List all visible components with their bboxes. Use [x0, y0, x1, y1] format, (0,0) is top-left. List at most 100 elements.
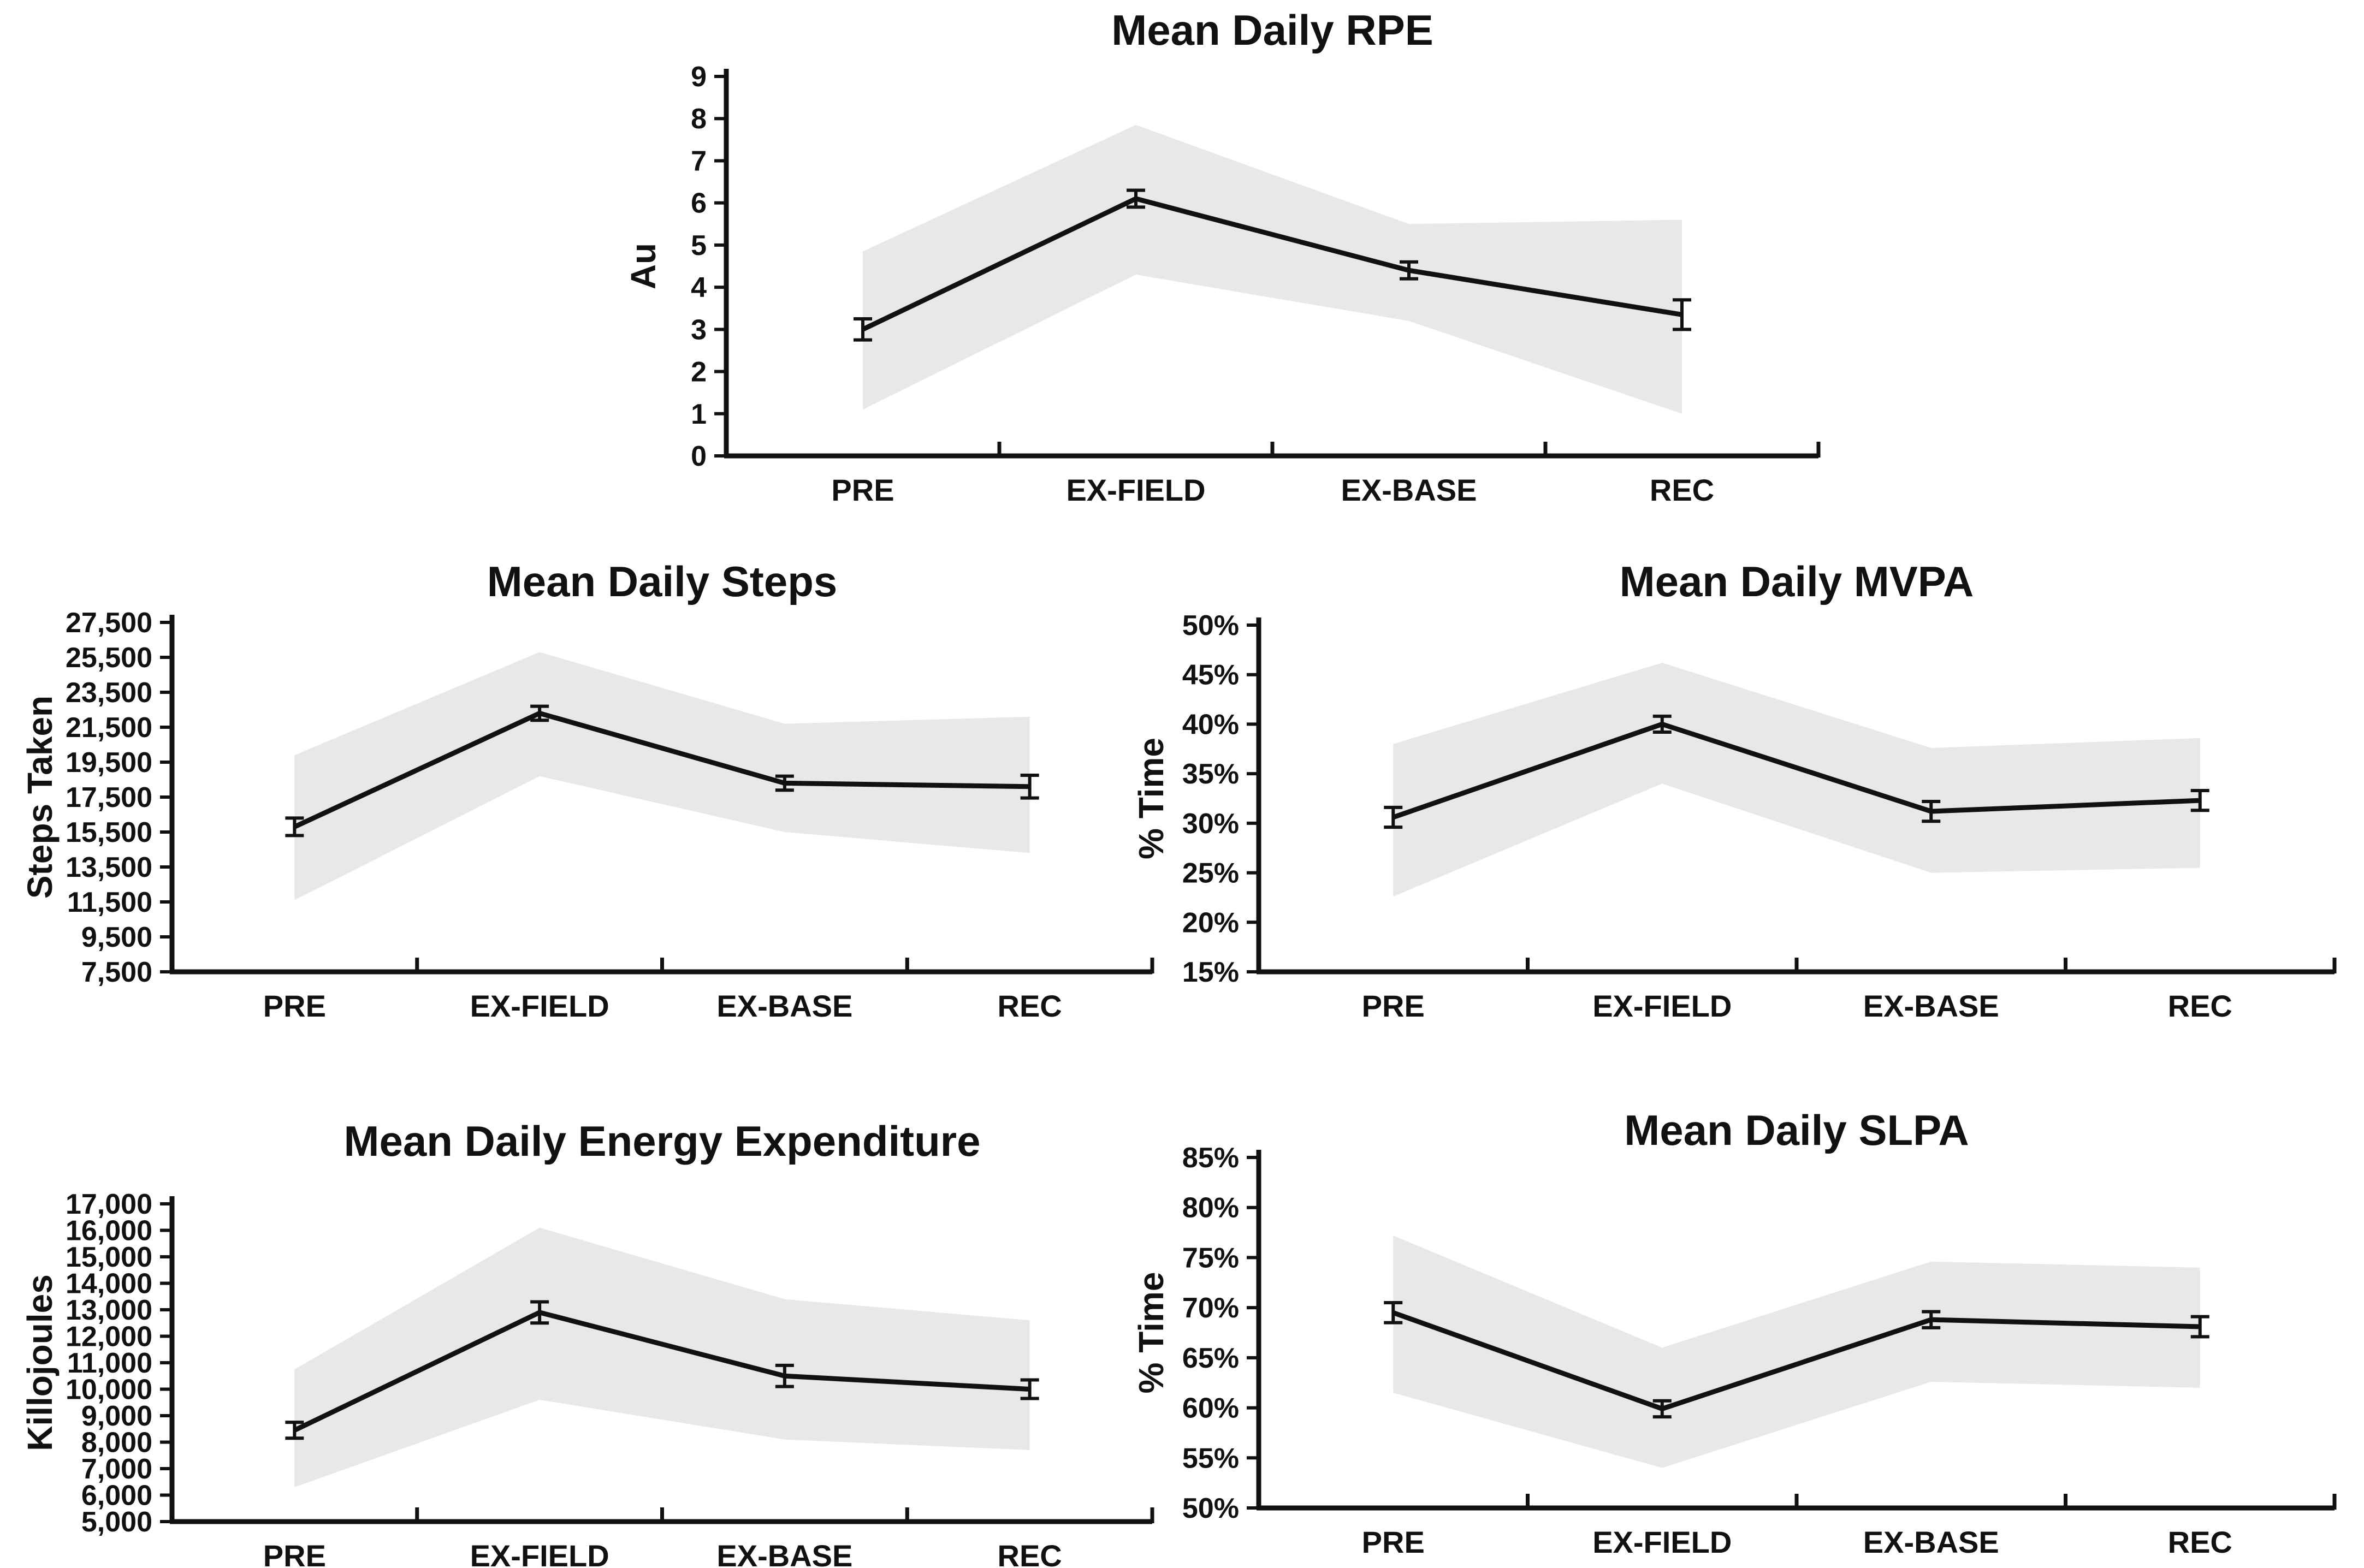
y-tick-label: 25,500 [66, 642, 152, 674]
y-tick-label: 60% [1182, 1393, 1239, 1424]
x-category-label: PRE [263, 1539, 326, 1568]
series-line [293, 710, 1030, 829]
y-tick-label: 30% [1182, 808, 1239, 840]
x-category-label: EX-FIELD [470, 989, 609, 1023]
y-tick-label: 9 [691, 61, 707, 93]
y-tick-label: 85% [1182, 1142, 1239, 1174]
y-tick-label: 55% [1182, 1442, 1239, 1474]
y-tick-label: 3 [691, 314, 707, 346]
x-category-label: REC [2168, 1525, 2232, 1559]
y-tick-label: 5 [691, 230, 707, 262]
x-category-label: PRE [1362, 1525, 1425, 1559]
y-tick-label: 16,000 [66, 1215, 152, 1247]
chart-mean-daily-mvpa: Mean Daily MVPA 15% 20% 25% 30% 35% 40% 45% 50%… [1130, 541, 2359, 1054]
x-category-label: EX-BASE [1341, 473, 1477, 507]
y-axis-title: % Time [1131, 1272, 1171, 1394]
y-tick-label: 1 [691, 399, 707, 430]
x-category-label: PRE [263, 989, 326, 1023]
y-tick-label: 25% [1182, 858, 1239, 889]
y-tick-label: 35% [1182, 758, 1239, 790]
confidence-band [1393, 662, 2200, 897]
x-category-label: EX-FIELD [1592, 1525, 1732, 1559]
x-category-label: REC [2168, 989, 2232, 1023]
series-line [862, 196, 1682, 332]
y-tick-label: 0 [691, 441, 707, 472]
chart-mean-daily-rpe: Mean Daily RPE 0 1 2 3 4 5 6 7 8 9 PRE EX-FIELD EX-B… [601, 0, 1835, 521]
chart-mean-daily-steps: Mean Daily Steps 7,500 9,500 11,500 13,500 1… [8, 541, 1177, 1054]
y-axis-title: Steps Taken [20, 696, 60, 899]
y-tick-label: 27,500 [66, 607, 152, 639]
y-tick-label: 8,000 [81, 1427, 152, 1459]
rpe-plot: 0 1 2 3 4 5 6 7 8 9 PRE EX-FIELD EX-BASE REC Au [624, 61, 1821, 507]
y-tick-label: 12,000 [66, 1321, 152, 1353]
x-category-label: PRE [831, 473, 894, 507]
y-tick-label: 15,500 [66, 817, 152, 848]
x-category-label: EX-FIELD [1066, 473, 1205, 507]
x-category-label: EX-BASE [1863, 1525, 1999, 1559]
y-tick-label: 17,000 [66, 1189, 152, 1220]
y-tick-label: 11,500 [67, 887, 152, 918]
chart-title: Mean Daily MVPA [1619, 557, 1974, 605]
y-tick-label: 21,500 [66, 712, 152, 744]
y-tick-label: 50% [1182, 610, 1239, 642]
y-tick-label: 15% [1182, 957, 1239, 988]
y-tick-label: 7,500 [81, 957, 152, 988]
steps-plot: 7,500 9,500 11,500 13,500 15,500 17,50019,500… [20, 607, 1154, 1023]
y-tick-label: 45% [1182, 660, 1239, 691]
series-line [1392, 1310, 2200, 1412]
y-tick-label: 19,500 [66, 747, 152, 779]
y-axis-title: % Time [1131, 738, 1171, 859]
y-tick-label: 70% [1182, 1292, 1239, 1324]
y-tick-label: 13,500 [66, 852, 152, 883]
chart-title: Mean Daily SLPA [1624, 1106, 1969, 1154]
x-category-label: EX-BASE [1863, 989, 1999, 1023]
y-tick-label: 11,000 [67, 1347, 152, 1379]
y-tick-label: 75% [1182, 1242, 1239, 1274]
y-tick-label: 7,000 [81, 1453, 152, 1485]
x-category-label: REC [998, 989, 1062, 1023]
x-category-label: REC [998, 1539, 1062, 1568]
chart-title: Mean Daily RPE [1111, 6, 1433, 54]
confidence-band [1393, 1236, 2200, 1468]
slpa-plot: 50% 55% 60% 65% 70% 75% 80% 85% PRE EX-FIELD EX-BA… [1131, 1142, 2337, 1559]
y-tick-label: 17,500 [66, 782, 152, 813]
chart-title: Mean Daily Steps [487, 557, 838, 605]
chart-mean-daily-energy-expenditure: Mean Daily Energy Expenditure 5,000 6,000… [8, 1062, 1177, 1568]
y-tick-label: 6 [691, 188, 707, 219]
series-line [293, 1310, 1030, 1433]
y-tick-label: 4 [691, 272, 707, 304]
y-tick-label: 40% [1182, 709, 1239, 740]
y-tick-label: 7 [691, 145, 707, 177]
x-category-label: REC [1650, 473, 1714, 507]
confidence-band [294, 1227, 1030, 1487]
y-axis-title: Au [624, 243, 663, 289]
x-category-label: EX-FIELD [1592, 989, 1732, 1023]
x-category-label: EX-FIELD [470, 1539, 609, 1568]
y-tick-label: 14,000 [66, 1268, 152, 1300]
y-tick-label: 15,000 [66, 1242, 152, 1273]
y-tick-label: 10,000 [66, 1374, 152, 1406]
mvpa-plot: 15% 20% 25% 30% 35% 40% 45% 50% PRE EX-FIELD EX-BA… [1131, 610, 2337, 1023]
y-tick-label: 2 [691, 357, 707, 388]
confidence-band [863, 124, 1682, 414]
x-category-label: EX-BASE [716, 1539, 852, 1568]
y-tick-label: 9,000 [81, 1400, 152, 1432]
x-category-label: PRE [1362, 989, 1425, 1023]
confidence-band [294, 652, 1030, 900]
y-tick-label: 8 [691, 103, 707, 135]
chart-title: Mean Daily Energy Expenditure [343, 1117, 981, 1165]
y-tick-label: 65% [1182, 1343, 1239, 1374]
energy-plot: 5,0006,0007,0008,0009,00010,00011,00012,… [20, 1189, 1154, 1568]
y-tick-label: 80% [1182, 1192, 1239, 1224]
y-tick-label: 13,000 [66, 1294, 152, 1326]
y-tick-label: 20% [1182, 907, 1239, 939]
y-tick-label: 5,000 [81, 1506, 152, 1538]
series-line [1392, 721, 2200, 820]
y-tick-label: 6,000 [81, 1480, 152, 1512]
y-tick-label: 50% [1182, 1493, 1239, 1524]
y-axis-title: Killojoules [20, 1274, 60, 1451]
chart-mean-daily-slpa: Mean Daily SLPA 50% 55% 60% 65% 70% 75% 80% 85%… [1130, 1062, 2359, 1568]
y-tick-label: 9,500 [81, 922, 152, 953]
x-category-label: EX-BASE [716, 989, 852, 1023]
